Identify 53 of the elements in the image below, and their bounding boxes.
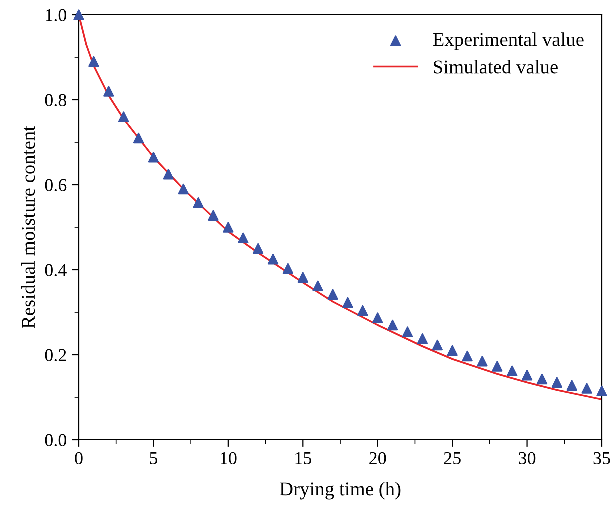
x-tick-label: 0 — [75, 452, 83, 465]
point — [88, 56, 100, 68]
point — [372, 312, 384, 324]
point — [104, 86, 114, 97]
x-tick-label: 5 — [150, 452, 158, 465]
point — [402, 326, 414, 338]
point — [328, 289, 338, 300]
point — [252, 243, 264, 254]
point — [566, 380, 578, 391]
point — [208, 210, 219, 221]
x-tick-label: 20 — [370, 452, 386, 465]
point — [148, 152, 160, 163]
point — [447, 345, 458, 356]
y-tick-label: 1.0 — [46, 9, 67, 22]
point — [596, 386, 608, 396]
point — [387, 320, 398, 331]
point — [552, 377, 563, 388]
point — [238, 232, 249, 244]
point — [118, 112, 130, 122]
point — [193, 197, 204, 208]
x-tick-label: 10 — [220, 452, 237, 465]
x-tick-label: 15 — [296, 452, 312, 465]
point — [342, 297, 354, 308]
y-tick-label: 0.2 — [45, 349, 66, 362]
y-tick-label: 0.0 — [45, 434, 67, 447]
point — [477, 356, 488, 367]
point — [163, 169, 174, 180]
point — [358, 305, 368, 316]
y-tick-label: 0.8 — [45, 94, 67, 107]
point — [492, 361, 503, 372]
point — [133, 132, 144, 144]
x-tick-label: 30 — [519, 452, 536, 465]
x-axis-title: Drying time (h) — [280, 482, 401, 500]
legend-label: Experimental value — [433, 32, 584, 50]
point — [506, 366, 518, 377]
point — [178, 184, 189, 195]
point — [582, 383, 592, 394]
point — [432, 340, 443, 351]
point — [312, 280, 324, 292]
point — [223, 222, 234, 233]
point — [522, 370, 533, 381]
y-tick-label: 0.6 — [45, 179, 67, 192]
point — [536, 374, 548, 385]
point — [462, 350, 473, 362]
x-tick-label: 25 — [444, 452, 461, 465]
legend-label: Simulated value — [434, 60, 558, 74]
point — [282, 263, 294, 274]
x-tick-label: 35 — [594, 452, 610, 465]
point — [417, 333, 428, 344]
point — [298, 272, 308, 284]
y-tick-label: 0.4 — [45, 264, 67, 277]
y-axis-title: Residual moisture content — [21, 126, 36, 328]
point — [268, 254, 279, 265]
